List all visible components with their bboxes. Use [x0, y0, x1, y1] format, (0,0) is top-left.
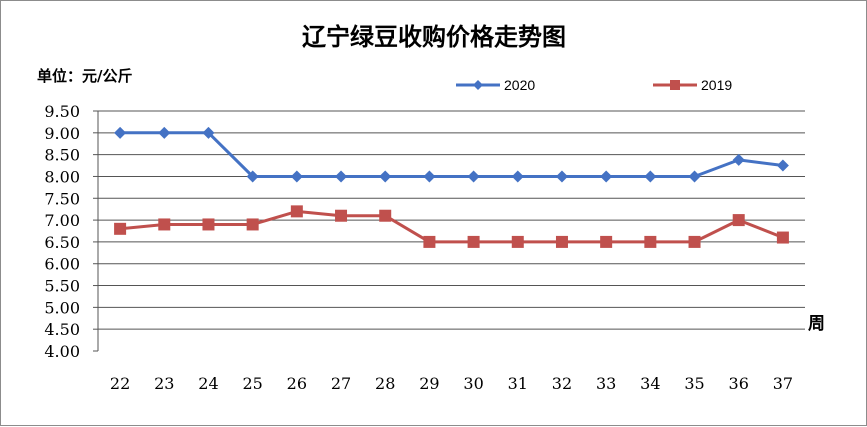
- y-tick-label: 5.00: [44, 298, 80, 317]
- y-tick-label: 4.50: [44, 320, 80, 339]
- data-point-2019: [600, 235, 613, 248]
- data-point-2019: [158, 218, 171, 231]
- data-point-2019: [555, 235, 568, 248]
- data-point-2020: [335, 170, 348, 183]
- x-tick-label: 36: [729, 374, 749, 393]
- data-point-2019: [335, 209, 348, 222]
- data-point-2020: [600, 170, 613, 183]
- data-point-2019: [511, 235, 524, 248]
- data-point-2020: [290, 170, 303, 183]
- data-point-2019: [246, 218, 259, 231]
- data-point-2019: [732, 214, 745, 227]
- legend-marker-2019: [670, 80, 680, 90]
- legend-marker-2020: [473, 80, 483, 90]
- y-tick-label: 6.50: [44, 233, 80, 252]
- x-tick-label: 25: [242, 374, 262, 393]
- data-point-2019: [776, 231, 789, 244]
- data-point-2020: [644, 170, 657, 183]
- data-point-2020: [732, 153, 745, 166]
- data-point-2020: [246, 170, 259, 183]
- x-tick-label: 22: [110, 374, 130, 393]
- x-tick-label: 37: [773, 374, 793, 393]
- x-tick-label: 26: [287, 374, 307, 393]
- data-point-2019: [202, 218, 215, 231]
- x-tick-label: 32: [552, 374, 572, 393]
- data-point-2020: [467, 170, 480, 183]
- legend-label-2020: 2020: [504, 77, 535, 93]
- x-tick-label: 35: [684, 374, 704, 393]
- data-point-2020: [202, 126, 215, 139]
- data-point-2020: [555, 170, 568, 183]
- data-point-2019: [644, 235, 657, 248]
- data-point-2020: [776, 159, 789, 172]
- x-tick-label: 29: [419, 374, 439, 393]
- y-tick-label: 4.00: [44, 342, 80, 361]
- x-tick-label: 24: [198, 374, 218, 393]
- data-point-2019: [290, 205, 303, 218]
- x-axis-title: 周: [808, 314, 825, 334]
- data-point-2020: [158, 126, 171, 139]
- data-point-2019: [688, 235, 701, 248]
- x-tick-label: 30: [463, 374, 483, 393]
- chart-title: 辽宁绿豆收购价格走势图: [302, 22, 566, 51]
- y-tick-label: 8.50: [44, 146, 80, 165]
- data-point-2020: [379, 170, 392, 183]
- series-line-2020: [120, 131, 784, 178]
- y-tick-label: 6.00: [44, 255, 80, 274]
- x-tick-label: 27: [331, 374, 351, 393]
- series-line-2019: [119, 209, 784, 244]
- data-point-2020: [688, 170, 701, 183]
- y-tick-label: 9.00: [44, 124, 80, 143]
- data-point-2019: [114, 222, 127, 235]
- x-tick-label: 34: [640, 374, 660, 393]
- data-point-2019: [379, 209, 392, 222]
- y-tick-label: 7.50: [44, 189, 80, 208]
- y-tick-label: 8.00: [44, 167, 80, 186]
- legend-label-2019: 2019: [701, 77, 732, 93]
- data-point-2019: [423, 235, 436, 248]
- data-point-2020: [511, 170, 524, 183]
- legend: 2020 2019: [456, 77, 732, 93]
- y-axis: 4.00 4.50 5.00 5.50 6.00 6.50 7.00 7.50 8.00 8.50…: [44, 102, 99, 361]
- x-tick-label: 31: [508, 374, 528, 393]
- x-tick-label: 28: [375, 374, 395, 393]
- data-point-2020: [423, 170, 436, 183]
- y-tick-label: 7.00: [44, 211, 80, 230]
- y-tick-label: 5.50: [44, 277, 80, 296]
- series-layer: [114, 126, 789, 248]
- x-tick-label: 23: [154, 374, 174, 393]
- unit-label: 单位：元/公斤: [37, 67, 132, 85]
- x-axis: 22 23 24 25 26 27 28 29 30 31 32 33 34 35 36 37: [110, 374, 793, 393]
- x-tick-label: 33: [596, 374, 616, 393]
- data-point-2020: [114, 126, 127, 139]
- data-point-2019: [467, 235, 480, 248]
- y-tick-label: 9.50: [44, 102, 80, 121]
